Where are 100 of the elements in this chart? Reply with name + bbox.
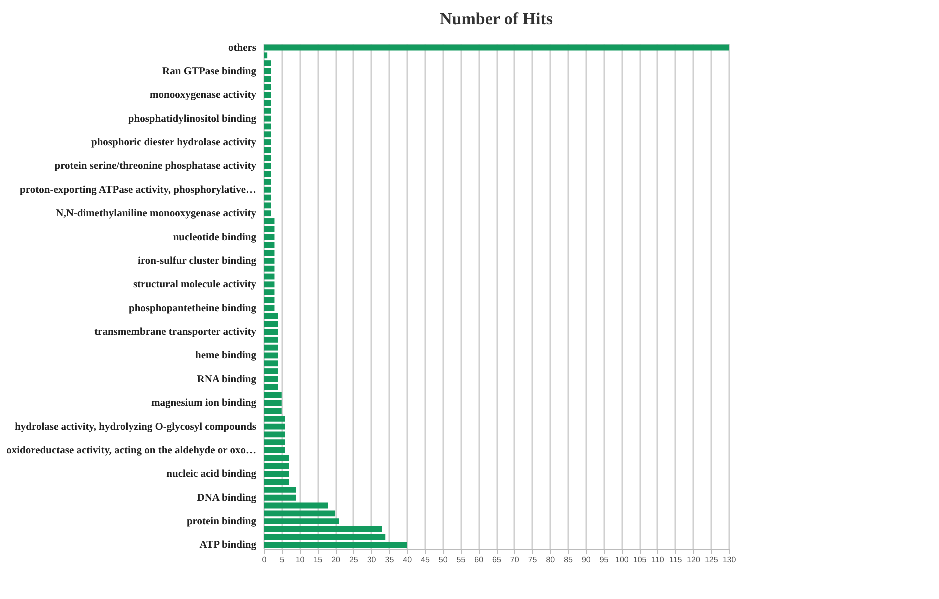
bar bbox=[264, 140, 272, 146]
bar bbox=[264, 147, 272, 154]
y-tick-label: nucleic acid binding bbox=[166, 469, 258, 480]
x-tick-label: 130 bbox=[722, 556, 737, 564]
bar bbox=[264, 400, 282, 406]
x-tick-label: 110 bbox=[652, 556, 665, 564]
x-tick-label: 90 bbox=[582, 556, 592, 564]
bar bbox=[264, 290, 275, 296]
x-tick-label: 50 bbox=[438, 556, 448, 564]
bar bbox=[264, 274, 275, 280]
x-tick-label: 45 bbox=[421, 556, 430, 564]
bar bbox=[264, 352, 278, 359]
bar bbox=[264, 124, 272, 130]
y-tick-label: ATP binding bbox=[200, 540, 258, 552]
bar bbox=[264, 336, 278, 343]
x-tick-label: 10 bbox=[296, 556, 306, 564]
x-tick-label: 105 bbox=[633, 556, 648, 564]
bar bbox=[264, 44, 729, 51]
bar bbox=[264, 84, 272, 90]
bar bbox=[264, 76, 272, 82]
x-tick-label: 60 bbox=[474, 556, 484, 564]
x-tick-label: 120 bbox=[687, 556, 701, 564]
bar bbox=[264, 376, 278, 382]
bar bbox=[264, 179, 272, 185]
bar bbox=[264, 344, 278, 351]
y-tick-label: heme binding bbox=[196, 350, 258, 362]
bar bbox=[264, 510, 336, 517]
y-tick-label: RNA binding bbox=[197, 374, 258, 386]
bar bbox=[264, 116, 272, 122]
bar bbox=[264, 526, 382, 532]
bar bbox=[264, 487, 296, 493]
bar bbox=[264, 234, 275, 240]
x-tick-label: 35 bbox=[385, 556, 395, 564]
x-tick-label: 20 bbox=[332, 556, 342, 564]
bar bbox=[264, 171, 272, 178]
x-tick-label: 115 bbox=[669, 556, 683, 564]
bar bbox=[264, 52, 268, 59]
x-tick-label: 5 bbox=[280, 556, 286, 564]
y-tick-label: monooxygenase activity bbox=[150, 90, 258, 102]
bar bbox=[264, 258, 275, 264]
bar bbox=[264, 186, 272, 193]
y-tick-label: N,N-dimethylaniline monooxygenase activity bbox=[56, 208, 258, 220]
x-tick-label: 70 bbox=[510, 556, 520, 564]
y-tick-label: phosphopantetheine binding bbox=[128, 303, 258, 314]
y-tick-label: phosphoric diester hydrolase activity bbox=[92, 138, 258, 149]
bar bbox=[264, 250, 275, 256]
bar bbox=[264, 321, 278, 328]
bar bbox=[264, 266, 275, 272]
bar bbox=[264, 542, 408, 548]
bar bbox=[264, 297, 275, 304]
x-tick-label: 0 bbox=[262, 556, 268, 564]
bar bbox=[264, 218, 275, 224]
x-tick-label: 100 bbox=[616, 556, 630, 564]
bar bbox=[264, 518, 340, 525]
y-tick-label: proton-exporting ATPase activity, phosphorylative… bbox=[20, 184, 256, 196]
x-tick-label: 15 bbox=[314, 556, 324, 564]
bar bbox=[264, 463, 290, 470]
x-tick-label: 55 bbox=[456, 556, 466, 564]
bar bbox=[264, 368, 278, 374]
y-tick-label: Ran GTPase binding bbox=[162, 66, 258, 78]
bar bbox=[264, 534, 386, 540]
y-tick-label: magnesium ion binding bbox=[151, 398, 258, 410]
bar bbox=[264, 210, 272, 217]
bar bbox=[264, 448, 286, 454]
x-tick-label: 95 bbox=[600, 556, 610, 564]
y-tick-label: phosphatidylinositol binding bbox=[128, 114, 258, 125]
y-tick-label: others bbox=[228, 42, 256, 54]
bar bbox=[264, 440, 286, 446]
bar bbox=[264, 100, 272, 106]
x-tick-label: 85 bbox=[564, 556, 574, 564]
bar bbox=[264, 494, 296, 501]
bar bbox=[264, 329, 278, 335]
x-tick-label: 125 bbox=[704, 556, 719, 564]
bar bbox=[264, 108, 272, 114]
y-tick-label: DNA binding bbox=[197, 492, 258, 504]
bar bbox=[264, 502, 328, 509]
bar bbox=[264, 60, 272, 67]
bar bbox=[264, 360, 278, 367]
y-tick-label: transmembrane transporter activity bbox=[94, 327, 258, 338]
bar bbox=[264, 92, 272, 98]
x-tick-label: 25 bbox=[349, 556, 359, 564]
bar bbox=[264, 226, 275, 232]
bar bbox=[264, 282, 275, 288]
y-tick-label: protein binding bbox=[186, 516, 258, 528]
y-tick-label: hydrolase activity, hydrolyzing O-glycosyl compounds bbox=[15, 422, 256, 433]
y-tick-label: nucleotide binding bbox=[173, 232, 258, 244]
bar bbox=[264, 132, 272, 138]
y-tick-label: protein serine/threonine phosphatase activity bbox=[54, 161, 258, 172]
y-tick-label: oxidoreductase activity, acting on the aldehyde or oxo… bbox=[6, 445, 256, 456]
bar bbox=[264, 455, 290, 462]
x-tick-label: 30 bbox=[367, 556, 377, 564]
bar bbox=[264, 242, 275, 248]
bar bbox=[264, 471, 290, 478]
x-tick-label: 75 bbox=[528, 556, 538, 564]
bar bbox=[264, 479, 290, 486]
x-tick-label: 40 bbox=[403, 556, 413, 564]
x-tick-label: 80 bbox=[546, 556, 556, 564]
bar bbox=[264, 68, 272, 74]
y-tick-label: iron-sulfur cluster binding bbox=[138, 256, 258, 267]
y-tick-label: structural molecule activity bbox=[133, 280, 258, 291]
